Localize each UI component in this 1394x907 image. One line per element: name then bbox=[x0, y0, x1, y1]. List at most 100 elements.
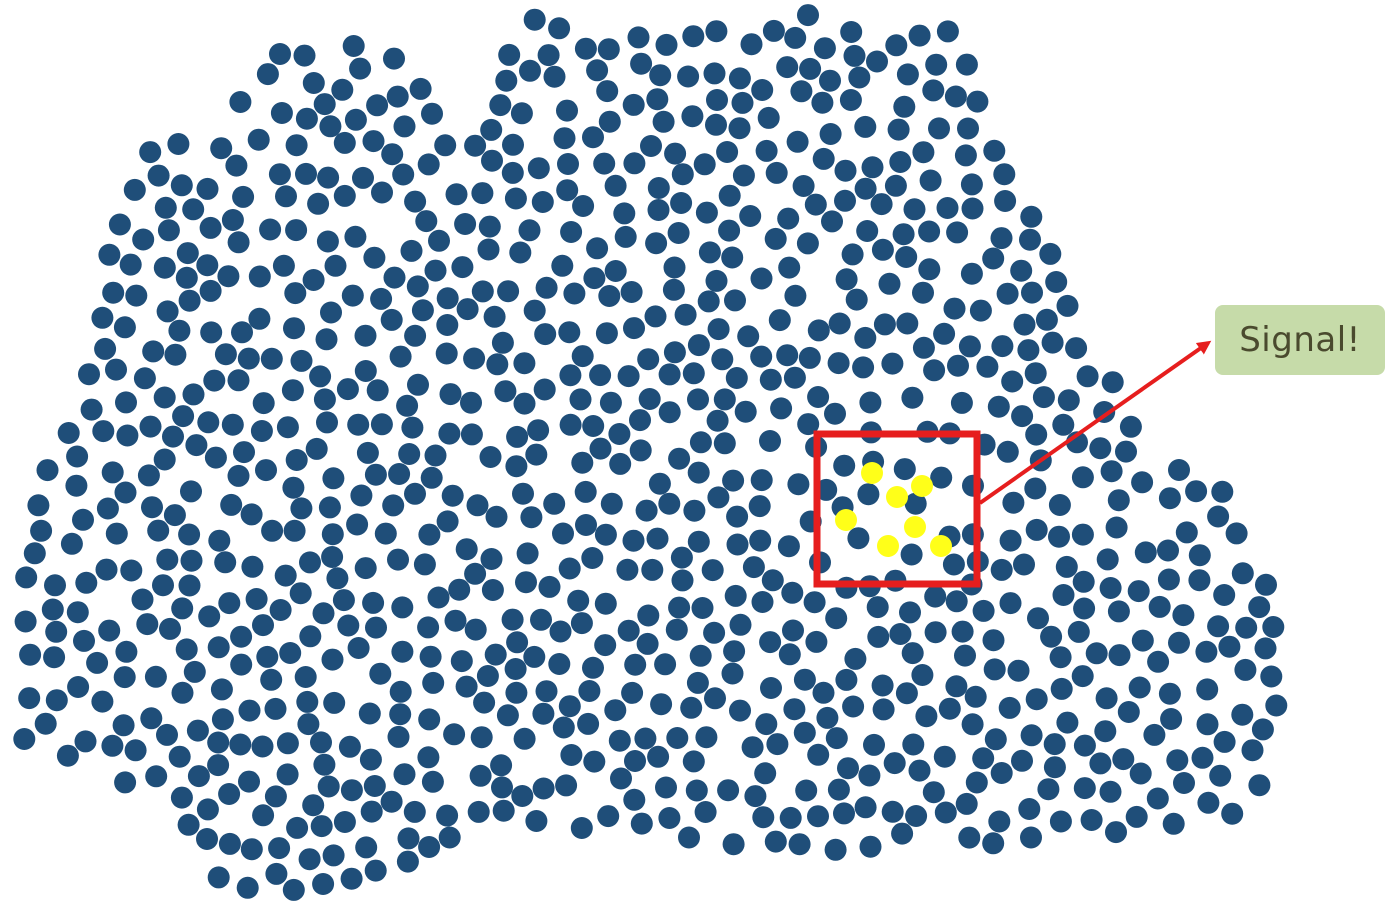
background-dot bbox=[1067, 620, 1090, 643]
background-dot bbox=[125, 284, 148, 307]
background-dot bbox=[1131, 471, 1154, 494]
background-dot bbox=[319, 115, 342, 138]
background-dot bbox=[807, 319, 830, 342]
background-dot bbox=[407, 373, 429, 396]
background-dot bbox=[617, 619, 640, 642]
background-dot bbox=[415, 210, 438, 233]
background-dot bbox=[629, 409, 651, 432]
background-dot bbox=[883, 752, 906, 775]
background-dot bbox=[623, 317, 645, 340]
background-dot bbox=[570, 817, 593, 839]
background-dot bbox=[896, 312, 919, 335]
background-dot bbox=[229, 91, 252, 113]
background-dot bbox=[821, 210, 843, 233]
background-dot bbox=[393, 115, 416, 138]
background-dot bbox=[835, 576, 858, 599]
background-dot bbox=[895, 682, 918, 705]
background-dot bbox=[163, 504, 186, 527]
background-dot bbox=[848, 66, 871, 89]
background-dot bbox=[665, 618, 688, 641]
background-dot bbox=[413, 553, 436, 576]
background-dot bbox=[36, 459, 59, 482]
background-dot bbox=[198, 605, 221, 628]
background-dot bbox=[955, 53, 978, 76]
background-dot bbox=[912, 336, 935, 359]
background-dot bbox=[96, 497, 119, 520]
background-dot bbox=[338, 735, 361, 758]
background-dot bbox=[697, 290, 720, 313]
background-dot bbox=[229, 733, 252, 756]
background-dot bbox=[797, 413, 820, 436]
background-dot bbox=[755, 713, 778, 736]
background-dot bbox=[393, 763, 416, 786]
background-dot bbox=[23, 542, 46, 565]
background-dot bbox=[1020, 205, 1043, 228]
background-dot bbox=[766, 733, 789, 756]
background-dot bbox=[556, 99, 578, 122]
background-dot bbox=[749, 529, 772, 552]
signal-dots bbox=[835, 462, 952, 557]
background-dot bbox=[972, 599, 995, 622]
background-dot bbox=[260, 347, 283, 370]
background-dot bbox=[57, 422, 80, 444]
background-dot bbox=[396, 394, 419, 417]
background-dot bbox=[420, 466, 443, 489]
background-dot bbox=[15, 566, 38, 589]
background-dot bbox=[456, 298, 479, 321]
background-dot bbox=[900, 543, 923, 566]
background-dot bbox=[1011, 405, 1034, 428]
background-dot bbox=[66, 601, 89, 624]
background-dot bbox=[663, 341, 686, 364]
background-dot bbox=[668, 596, 691, 619]
background-dot bbox=[481, 579, 504, 601]
background-dot bbox=[525, 443, 548, 466]
background-dot bbox=[403, 800, 426, 823]
background-dot bbox=[825, 727, 848, 750]
background-dot bbox=[1089, 752, 1112, 775]
background-dot bbox=[418, 523, 441, 546]
background-dot bbox=[552, 522, 574, 545]
background-dot bbox=[912, 281, 934, 304]
background-dot bbox=[1197, 791, 1220, 814]
background-dot bbox=[116, 424, 139, 447]
background-dot bbox=[624, 653, 647, 676]
background-dot bbox=[1248, 596, 1271, 619]
background-dot bbox=[180, 549, 203, 572]
background-dot bbox=[892, 223, 915, 246]
background-dot bbox=[569, 388, 592, 411]
background-dot bbox=[245, 588, 268, 610]
background-dot bbox=[723, 640, 746, 663]
signal-dot bbox=[911, 475, 933, 497]
background-dot bbox=[1048, 494, 1071, 516]
background-dot bbox=[574, 480, 597, 503]
background-dot bbox=[294, 666, 317, 688]
background-dot bbox=[961, 713, 984, 736]
background-dot bbox=[610, 767, 632, 790]
background-dot bbox=[98, 619, 121, 642]
background-dot bbox=[724, 584, 747, 607]
background-dot bbox=[525, 810, 548, 832]
background-dot bbox=[483, 305, 506, 328]
background-dot bbox=[695, 201, 718, 224]
background-dot bbox=[43, 646, 66, 669]
background-dot bbox=[918, 258, 941, 281]
background-dot bbox=[732, 164, 755, 187]
background-dot bbox=[1065, 337, 1088, 360]
background-dot bbox=[513, 352, 536, 375]
background-dot bbox=[1056, 294, 1079, 317]
background-dot bbox=[250, 420, 273, 442]
background-dot bbox=[1076, 365, 1099, 388]
background-dot bbox=[945, 675, 968, 698]
background-dot bbox=[470, 726, 493, 749]
background-dot bbox=[310, 731, 332, 754]
signal-dot bbox=[877, 535, 899, 557]
background-dot bbox=[159, 617, 181, 640]
background-dot bbox=[175, 266, 198, 289]
background-dot bbox=[448, 578, 471, 601]
background-dot bbox=[901, 642, 924, 665]
background-dot bbox=[726, 533, 749, 556]
background-dot bbox=[722, 833, 745, 856]
background-dot bbox=[252, 392, 275, 415]
background-dot bbox=[434, 134, 457, 157]
